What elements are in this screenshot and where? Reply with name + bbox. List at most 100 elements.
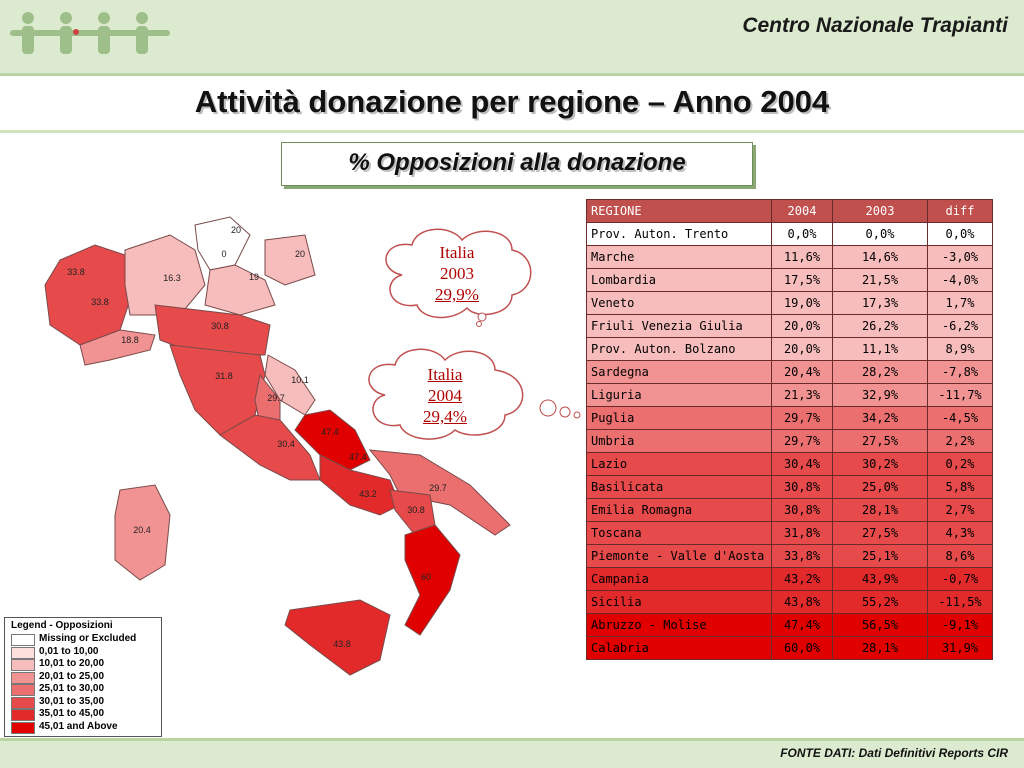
legend-swatch: [11, 646, 35, 659]
cloud-2004-value: 29,4%: [423, 407, 467, 426]
cell-v2004: 60,0%: [771, 636, 833, 660]
table-row: Sicilia 43,8% 55,2% -11,5%: [586, 590, 993, 614]
cell-v2004: 43,2%: [771, 567, 833, 591]
cell-v2004: 30,8%: [771, 475, 833, 499]
table-row: Prov. Auton. Bolzano 20,0% 11,1% 8,9%: [586, 337, 993, 361]
region-emilia: [154, 304, 271, 356]
footer-band: [0, 738, 1024, 768]
cell-diff: 1,7%: [927, 291, 993, 315]
cell-region: Piemonte - Valle d'Aosta: [586, 544, 772, 568]
header-band: Centro Nazionale Trapianti: [0, 0, 1024, 76]
italy-map: 20 0 20 19 16.3 33.8 33.8 18.8 30.8 10.1…: [44, 216, 511, 676]
legend-item: 10,01 to 20,00: [11, 658, 159, 671]
cell-v2004: 29,7%: [771, 406, 833, 430]
legend-label: Missing or Excluded: [39, 633, 137, 644]
cell-v2003: 43,9%: [832, 567, 928, 591]
map-label: 47.4: [321, 427, 339, 437]
table-row: Calabria 60,0% 28,1% 31,9%: [586, 636, 993, 660]
col-header-2004: 2004: [771, 199, 833, 223]
cell-v2004: 43,8%: [771, 590, 833, 614]
cell-diff: -7,8%: [927, 360, 993, 384]
cell-v2004: 20,4%: [771, 360, 833, 384]
cell-v2003: 28,1%: [832, 636, 928, 660]
table-row: Piemonte - Valle d'Aosta 33,8% 25,1% 8,6%: [586, 544, 993, 568]
cell-diff: 4,3%: [927, 521, 993, 545]
map-label: 33.8: [67, 267, 85, 277]
region-lazio: [219, 414, 321, 481]
region-lombardia: [124, 234, 206, 316]
cell-region: Puglia: [586, 406, 772, 430]
legend-item: 35,01 to 45,00: [11, 708, 159, 721]
cell-region: Sardegna: [586, 360, 772, 384]
table-row: Campania 43,2% 43,9% -0,7%: [586, 567, 993, 591]
cell-v2004: 29,7%: [771, 429, 833, 453]
cell-diff: 0,0%: [927, 222, 993, 246]
cell-v2004: 19,0%: [771, 291, 833, 315]
col-header-diff: diff: [927, 199, 993, 223]
map-label: 29.7: [429, 483, 447, 493]
cell-region: Basilicata: [586, 475, 772, 499]
cell-diff: 2,2%: [927, 429, 993, 453]
cell-v2003: 56,5%: [832, 613, 928, 637]
legend-swatch: [11, 659, 35, 671]
cell-v2004: 21,3%: [771, 383, 833, 407]
footer-rule: [0, 738, 1024, 741]
cell-diff: -9,1%: [927, 613, 993, 637]
cell-v2004: 20,0%: [771, 314, 833, 338]
map-label: 18.8: [121, 335, 139, 345]
cell-region: Veneto: [586, 291, 772, 315]
map-label: 20: [231, 225, 241, 235]
legend-item: 20,01 to 25,00: [11, 670, 159, 684]
region-trentino: [194, 216, 251, 271]
map-label: 47.4: [349, 452, 367, 462]
legend-item: 0,01 to 10,00: [11, 646, 159, 659]
legend-swatch: [11, 696, 35, 709]
cell-v2003: 27,5%: [832, 521, 928, 545]
logo-figures-icon: [10, 12, 170, 54]
title-rule: [0, 130, 1024, 133]
legend-label: 45,01 and Above: [39, 720, 118, 732]
table-row: Friuli Venezia Giulia 20,0% 26,2% -6,2%: [586, 314, 993, 338]
thought-cloud-icon: [368, 348, 581, 440]
cell-v2003: 0,0%: [832, 222, 928, 246]
cell-diff: 5,8%: [927, 475, 993, 499]
cell-diff: -4,5%: [927, 406, 993, 430]
col-header-region: REGIONE: [586, 199, 772, 223]
cell-region: Friuli Venezia Giulia: [586, 314, 772, 338]
map-label: 29.7: [267, 393, 285, 403]
table-row: Marche 11,6% 14,6% -3,0%: [586, 245, 993, 269]
cell-v2004: 30,8%: [771, 498, 833, 522]
table-row: Lazio 30,4% 30,2% 0,2%: [586, 452, 993, 476]
cell-region: Toscana: [586, 521, 772, 545]
table-header-row: REGIONE 2004 2003 diff: [586, 199, 993, 223]
map-label: 30.8: [211, 321, 229, 331]
legend-label: 35,01 to 45,00: [39, 708, 105, 719]
cell-v2004: 17,5%: [771, 268, 833, 292]
cloud-2003-line2: 2003: [440, 264, 474, 283]
legend-swatch: [11, 709, 35, 721]
cell-diff: 8,6%: [927, 544, 993, 568]
legend-swatch: [11, 671, 35, 684]
cloud-2004-line1: Italia: [427, 365, 463, 384]
map-label: 10.1: [291, 375, 309, 385]
cell-region: Sicilia: [586, 590, 772, 614]
region-sicilia: [284, 599, 391, 676]
header-stripe: [0, 73, 1024, 76]
cell-v2003: 14,6%: [832, 245, 928, 269]
cell-v2003: 11,1%: [832, 337, 928, 361]
table-row: Lombardia 17,5% 21,5% -4,0%: [586, 268, 993, 292]
map-label: 20: [295, 249, 305, 259]
region-calabria: [404, 524, 461, 636]
legend-item: 45,01 and Above: [11, 720, 159, 734]
region-table: REGIONE 2004 2003 diff Prov. Auton. Tren…: [586, 199, 993, 660]
cell-region: Calabria: [586, 636, 772, 660]
cell-diff: -0,7%: [927, 567, 993, 591]
table-row: Puglia 29,7% 34,2% -4,5%: [586, 406, 993, 430]
legend-label: 20,01 to 25,00: [39, 670, 105, 682]
table-row: Emilia Romagna 30,8% 28,1% 2,7%: [586, 498, 993, 522]
table-row: Basilicata 30,8% 25,0% 5,8%: [586, 475, 993, 499]
legend-title: Legend - Opposizioni: [11, 620, 113, 631]
cell-region: Liguria: [586, 383, 772, 407]
map-legend: Legend - Opposizioni Missing or Excluded…: [4, 617, 162, 737]
map-label: 43.8: [333, 639, 351, 649]
